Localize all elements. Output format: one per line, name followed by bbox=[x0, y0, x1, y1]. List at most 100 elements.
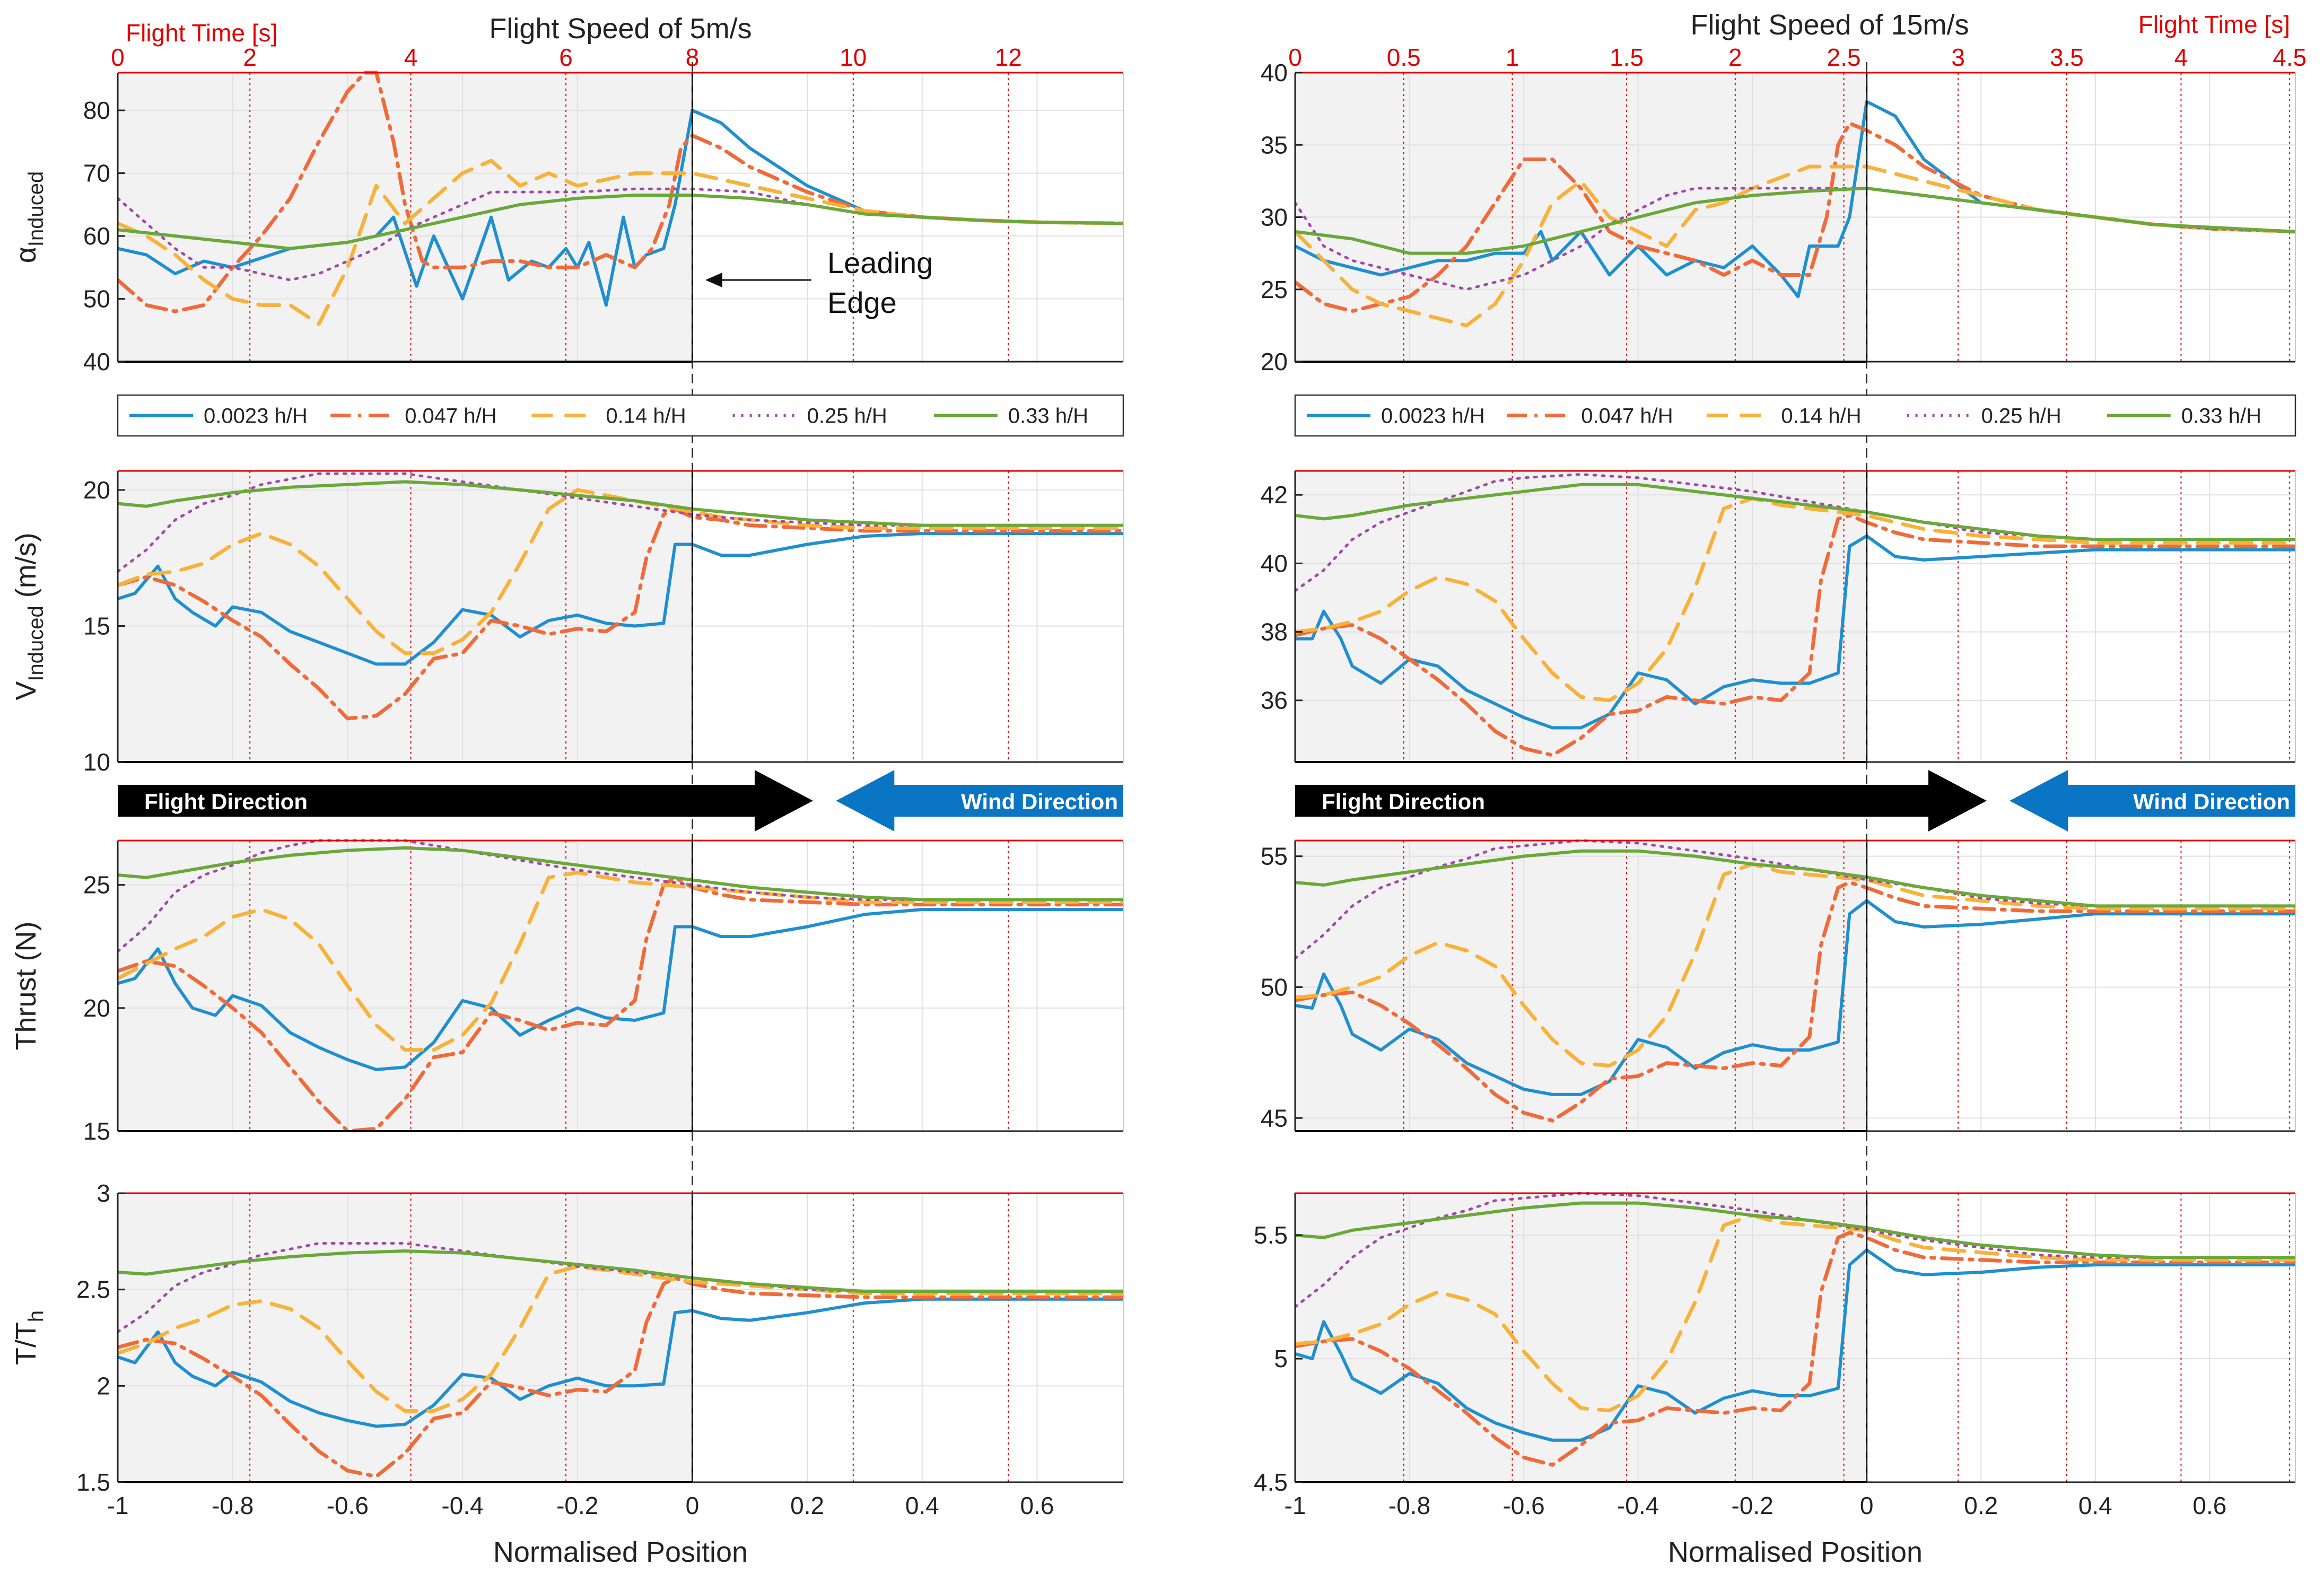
annotation-text-2: Edge bbox=[827, 286, 897, 319]
series-line-0-047-h-h bbox=[1295, 513, 2295, 757]
flight-direction-label: Flight Direction bbox=[144, 789, 308, 814]
flight-direction-arrow bbox=[1295, 770, 1987, 832]
series-line-0-047-h-h bbox=[118, 71, 1123, 313]
y-tick-label: 20 bbox=[83, 476, 110, 504]
panel-4: 1.5 2 2.5 3 T/Th bbox=[10, 1179, 1124, 1496]
x-tick-label: 0.6 bbox=[2192, 1492, 2226, 1519]
top-tick-label: 10 bbox=[840, 43, 867, 71]
x-axis-label: Normalised Position bbox=[493, 1536, 748, 1568]
series-line-0-33-h-h bbox=[1295, 187, 2295, 255]
flight-direction-arrow bbox=[118, 770, 813, 832]
y-tick-label: 25 bbox=[1261, 276, 1288, 303]
series-line-0-047-h-h bbox=[1295, 121, 2295, 313]
legend-label: 0.14 h/H bbox=[606, 405, 686, 428]
legend-label: 0.33 h/H bbox=[1008, 405, 1088, 428]
y-axis-label: T/Th bbox=[10, 1310, 48, 1365]
series-line-0-0023-h-h bbox=[118, 1297, 1123, 1428]
legend-label: 0.14 h/H bbox=[1781, 405, 1861, 428]
top-axis-label: Flight Time [s] bbox=[126, 19, 277, 47]
panel-4: 4.5 5 5.5 bbox=[1254, 1192, 2296, 1496]
y-tick-label: 80 bbox=[83, 97, 110, 124]
y-axis-label: VInduced (m/s) bbox=[10, 532, 48, 700]
top-tick-label: 4.5 bbox=[2273, 43, 2306, 71]
top-tick-label: 8 bbox=[686, 43, 700, 71]
top-tick-label: 4 bbox=[2174, 43, 2188, 71]
series-line-0-0023-h-h bbox=[1295, 1248, 2295, 1442]
y-tick-label: 15 bbox=[83, 1117, 110, 1145]
series-line-0-0023-h-h bbox=[118, 908, 1123, 1071]
y-tick-label: 5.5 bbox=[1254, 1221, 1288, 1249]
top-tick-label: 2 bbox=[243, 43, 257, 71]
series-line-0-14-h-h bbox=[118, 1264, 1123, 1413]
series-line-0-047-h-h bbox=[118, 876, 1123, 1133]
wind-direction-arrow bbox=[836, 770, 1123, 832]
legend: 0.0023 h/H 0.047 h/H 0.14 h/H 0.25 h/H 0.33 … bbox=[1294, 394, 2296, 437]
y-tick-label: 40 bbox=[83, 348, 110, 375]
legend-label: 0.047 h/H bbox=[1581, 405, 1673, 428]
panel-2: 36 38 40 42 bbox=[1261, 470, 2296, 763]
y-tick-label: 20 bbox=[83, 994, 110, 1022]
series-line-0-047-h-h bbox=[1295, 1231, 2295, 1467]
y-tick-label: 15 bbox=[83, 612, 110, 640]
chart-title: Flight Speed of 15m/s bbox=[1690, 9, 1969, 41]
shaded-region bbox=[1295, 1193, 1867, 1482]
x-tick-label: 0.2 bbox=[790, 1492, 824, 1519]
wind-direction-label: Wind Direction bbox=[961, 789, 1118, 814]
top-tick-label: 4 bbox=[404, 43, 418, 71]
series-line-0-0023-h-h bbox=[1295, 899, 2295, 1096]
y-tick-label: 35 bbox=[1261, 131, 1288, 159]
x-tick-label: 0.6 bbox=[1020, 1492, 1054, 1519]
wind-direction-label: Wind Direction bbox=[2133, 789, 2290, 814]
top-tick-label: 0.5 bbox=[1387, 43, 1421, 71]
x-tick-label: -0.2 bbox=[1732, 1492, 1773, 1519]
top-tick-label: 0 bbox=[111, 43, 125, 71]
shaded-region bbox=[1295, 841, 1867, 1131]
shaded-region bbox=[118, 1193, 693, 1482]
y-tick-label: 55 bbox=[1261, 843, 1288, 870]
x-tick-label: -0.6 bbox=[1502, 1492, 1544, 1519]
x-tick-label: 0.4 bbox=[2078, 1492, 2112, 1519]
x-tick-label: -0.6 bbox=[327, 1492, 369, 1519]
direction-arrows: Flight Direction Wind Direction bbox=[118, 770, 1123, 832]
y-tick-label: 4.5 bbox=[1254, 1468, 1288, 1496]
series-line-0-0023-h-h bbox=[1295, 100, 2295, 299]
x-tick-label: -0.8 bbox=[212, 1492, 254, 1519]
legend-label: 0.0023 h/H bbox=[204, 405, 308, 428]
y-tick-label: 3 bbox=[97, 1179, 110, 1207]
x-tick-label: -0.4 bbox=[1617, 1492, 1659, 1519]
y-tick-label: 36 bbox=[1261, 687, 1288, 714]
series-line-0-0023-h-h bbox=[118, 532, 1123, 666]
series-line-0-33-h-h bbox=[1295, 849, 2295, 908]
leading-edge-annotation: Leading Edge bbox=[705, 246, 933, 319]
annotation-arrow-head bbox=[705, 273, 722, 287]
series-line-0-33-h-h bbox=[118, 846, 1123, 902]
x-tick-label: -0.4 bbox=[441, 1492, 483, 1519]
y-tick-label: 30 bbox=[1261, 204, 1288, 231]
series-line-0-14-h-h bbox=[1295, 496, 2295, 703]
y-tick-label: 38 bbox=[1261, 618, 1288, 646]
x-tick-label: 0.2 bbox=[1964, 1492, 1998, 1519]
panel-3: 45 50 55 bbox=[1261, 839, 2296, 1132]
x-axis-label: Normalised Position bbox=[1668, 1536, 1923, 1568]
series-line-0-33-h-h bbox=[118, 480, 1123, 527]
series-line-0-33-h-h bbox=[1295, 1201, 2295, 1259]
y-tick-label: 10 bbox=[83, 748, 110, 776]
series-line-0-14-h-h bbox=[118, 488, 1123, 655]
x-tick-label: 0 bbox=[686, 1492, 700, 1519]
y-tick-label: 60 bbox=[83, 222, 110, 250]
y-tick-label: 1.5 bbox=[76, 1468, 110, 1496]
x-tick-label: 0 bbox=[1860, 1492, 1874, 1519]
y-tick-label: 70 bbox=[83, 160, 110, 187]
panel-1: 20 25 30 35 40 bbox=[1261, 59, 2296, 375]
x-tick-label: -0.2 bbox=[556, 1492, 598, 1519]
legend-label: 0.25 h/H bbox=[1981, 405, 2061, 428]
y-tick-label: 42 bbox=[1261, 481, 1288, 509]
top-tick-label: 0 bbox=[1288, 43, 1302, 71]
flight-direction-label: Flight Direction bbox=[1322, 789, 1485, 814]
series-line-0-14-h-h bbox=[118, 159, 1123, 326]
panel-3: 15 20 25 Thrust (N) bbox=[10, 839, 1124, 1145]
legend-label: 0.33 h/H bbox=[2181, 405, 2261, 428]
wind-direction-arrow bbox=[2010, 770, 2295, 832]
